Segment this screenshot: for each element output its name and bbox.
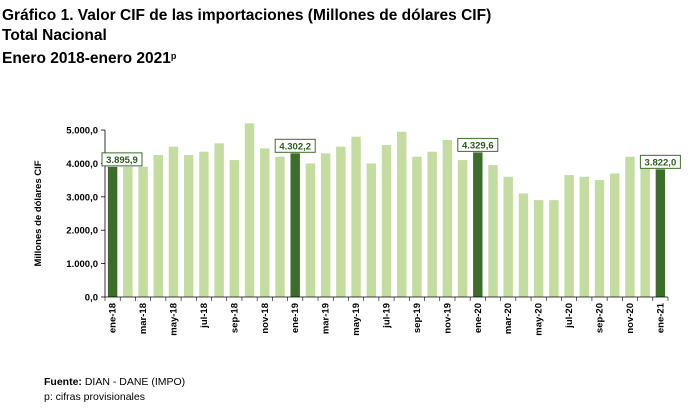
x-tick-label: mar-18	[138, 303, 149, 334]
bar	[153, 155, 163, 297]
x-tick-label: sep-20	[595, 303, 606, 333]
chart-subtitle: Total Nacional	[2, 27, 107, 44]
x-tick-label: mar-20	[503, 303, 514, 334]
y-tick-label: 5.000,0	[66, 126, 98, 137]
bar	[579, 176, 590, 297]
x-tick-label: ene-20	[473, 303, 484, 333]
bar	[594, 180, 605, 297]
x-tick-label: ene-18	[108, 303, 119, 333]
provisional-mark: p	[170, 51, 177, 61]
bar	[183, 155, 194, 297]
bar	[366, 163, 377, 297]
x-tick-label: nov-18	[260, 303, 271, 334]
bar	[320, 153, 331, 297]
chart-period-text: Enero 2018-enero 2021	[2, 50, 171, 67]
bar-highlight	[473, 152, 483, 297]
bar	[564, 175, 574, 297]
x-tick-label: jul-20	[564, 303, 575, 329]
bar	[214, 143, 224, 297]
bar	[518, 193, 529, 297]
chart-titles: Gráfico 1. Valor CIF de las importacione…	[2, 6, 491, 69]
x-tick-label: may-20	[534, 303, 545, 336]
source-text: DIAN - DANE (IMPO)	[81, 376, 186, 388]
bar	[396, 131, 407, 297]
x-tick-label: nov-20	[625, 303, 636, 334]
x-tick-label: nov-19	[442, 303, 453, 334]
bar	[412, 156, 422, 297]
bar	[244, 123, 255, 297]
bar	[351, 136, 361, 297]
bar	[229, 160, 240, 297]
bar	[488, 165, 498, 297]
data-label-box	[101, 152, 143, 167]
x-tick-label: ene-21	[655, 302, 666, 333]
data-label: 4.302,2	[279, 141, 311, 152]
y-tick-label: 2.000,0	[66, 226, 98, 237]
bar	[381, 145, 392, 297]
data-label: 3.895,9	[106, 155, 138, 166]
y-tick-label: 3.000,0	[66, 192, 98, 203]
bar	[442, 140, 453, 297]
bar-highlight	[107, 166, 118, 297]
bar	[305, 163, 316, 297]
y-tick-label: 1.000,0	[66, 259, 98, 270]
y-axis-label: Millones de dólares CIF	[33, 160, 44, 266]
bar	[503, 176, 513, 297]
x-tick-label: ene-19	[290, 303, 301, 333]
bar	[336, 146, 346, 297]
data-label-box	[457, 137, 499, 152]
data-label: 4.329,6	[462, 140, 494, 151]
y-tick-label: 0,0	[85, 293, 98, 304]
bar	[549, 200, 559, 297]
data-label: 3.822,0	[645, 157, 677, 168]
source-line: Fuente: DIAN - DANE (IMPO)	[44, 375, 185, 390]
x-tick-label: sep-18	[229, 303, 240, 333]
bar	[533, 200, 544, 297]
x-tick-label: jul-18	[199, 303, 210, 329]
bar	[123, 166, 133, 297]
bar-highlight	[290, 153, 300, 297]
bar	[625, 156, 635, 297]
x-tick-label: may-18	[168, 303, 179, 336]
chart-footer: Fuente: DIAN - DANE (IMPO) p: cifras pro…	[44, 375, 185, 405]
bar	[260, 148, 270, 297]
chart-period: Enero 2018-enero 2021p	[2, 46, 491, 69]
x-tick-label: may-19	[351, 303, 362, 336]
bar	[138, 166, 148, 297]
bar	[275, 156, 285, 297]
bar	[610, 173, 620, 297]
x-tick-label: mar-19	[321, 303, 332, 334]
bar	[427, 151, 437, 297]
bar	[199, 151, 209, 297]
x-tick-label: sep-19	[412, 303, 423, 333]
bar	[168, 146, 179, 297]
chart-title: Gráfico 1. Valor CIF de las importacione…	[2, 7, 492, 24]
y-tick-label: 4.000,0	[66, 159, 98, 170]
bar	[640, 156, 650, 297]
bar-highlight	[655, 169, 666, 297]
bar	[457, 160, 468, 297]
provisional-note: p: cifras provisionales	[44, 391, 145, 403]
x-tick-label: jul-19	[382, 303, 393, 329]
data-label-box	[274, 138, 316, 153]
source-label: Fuente:	[44, 376, 82, 388]
data-label-box	[639, 154, 681, 169]
